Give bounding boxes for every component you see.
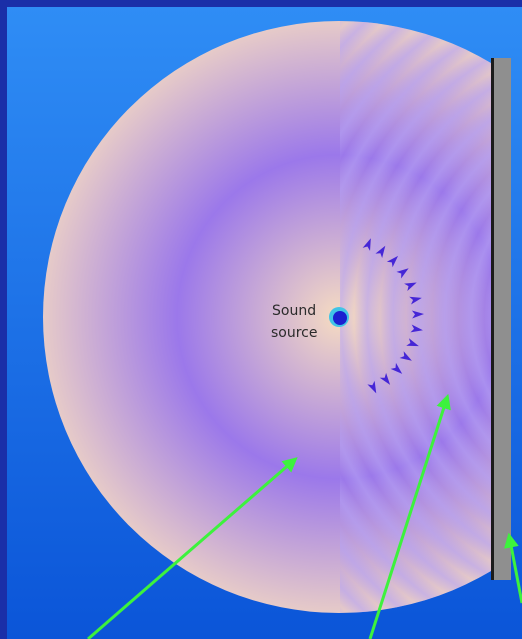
wavefront-arrowhead — [409, 296, 422, 305]
wavefront-arrowhead — [406, 338, 419, 347]
wavefront-arrowhead — [386, 255, 399, 268]
sound-source-label-line2: source — [271, 325, 318, 341]
wavefront-arrowhead — [362, 238, 371, 251]
wavefront-arrowhead — [399, 351, 412, 361]
wavefront-arrowhead — [410, 324, 423, 333]
sound-source-label-line1: Sound — [272, 303, 316, 319]
wavefront-arrowhead — [367, 380, 377, 394]
wavefront-arrowheads — [362, 238, 424, 394]
sound-source-dot — [333, 311, 347, 325]
wavefront-arrowhead — [379, 372, 391, 385]
wavefront-arrowhead — [396, 268, 409, 279]
wavefront-arrowhead — [404, 282, 417, 291]
reflecting-wall — [491, 58, 511, 580]
wavefront-arrowhead — [411, 310, 424, 319]
wavefront-arrowhead — [375, 245, 386, 258]
wavefront-arrowhead — [390, 362, 403, 374]
wall-front-edge — [491, 58, 494, 580]
wave-field — [43, 21, 500, 613]
pointer-arrow-incident-wave — [87, 457, 298, 639]
pointer-arrow-wall — [504, 532, 522, 604]
reflected-wave-rings — [340, 21, 500, 613]
pointer-arrow-interference — [368, 393, 451, 639]
